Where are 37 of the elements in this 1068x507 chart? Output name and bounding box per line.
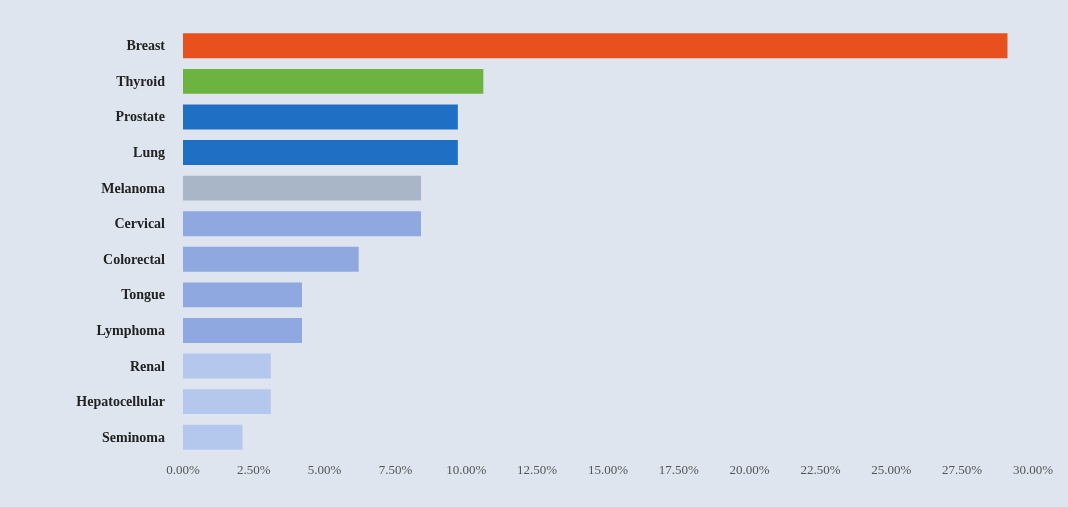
x-tick-label: 27.50% [942, 462, 983, 477]
bar [183, 211, 421, 237]
x-tick-label: 12.50% [517, 462, 558, 477]
y-tick-label: Lung [133, 145, 165, 161]
bar [183, 175, 421, 201]
bar [183, 318, 302, 343]
y-tick-label: Lymphoma [96, 322, 165, 338]
bar [183, 424, 243, 450]
bar [183, 140, 458, 165]
x-tick-label: 10.00% [446, 462, 487, 477]
y-tick-label: Prostate [115, 109, 165, 125]
y-tick-label: Hepatocellular [76, 394, 165, 410]
x-tick-label: 2.50% [237, 462, 271, 477]
x-tick-label: 17.50% [658, 462, 700, 477]
bar [183, 33, 1008, 59]
y-tick-label: Thyroid [116, 73, 166, 89]
x-tick-label: 25.00% [871, 462, 912, 477]
x-tick-label: 22.50% [800, 462, 841, 477]
y-tick-label: Seminoma [102, 429, 165, 445]
y-tick-label: Colorectal [103, 251, 166, 267]
x-tick-label: 15.00% [587, 462, 629, 477]
x-tick-label: 0.00% [166, 462, 200, 477]
y-tick-label: Tongue [121, 287, 165, 303]
y-tick-label: Melanoma [101, 180, 165, 196]
bar [183, 104, 458, 130]
bar [183, 389, 271, 415]
bar [183, 68, 484, 94]
y-tick-label: Breast [126, 38, 166, 54]
bar [183, 282, 302, 308]
x-tick-label: 7.50% [378, 462, 413, 477]
bar [183, 246, 359, 272]
y-tick-label: Renal [130, 358, 166, 374]
x-tick-label: 30.00% [1012, 462, 1054, 477]
y-tick-label: Cervical [114, 216, 166, 232]
x-tick-label: 20.00% [729, 462, 770, 477]
bar [183, 353, 271, 379]
x-tick-label: 5.00% [307, 462, 342, 477]
